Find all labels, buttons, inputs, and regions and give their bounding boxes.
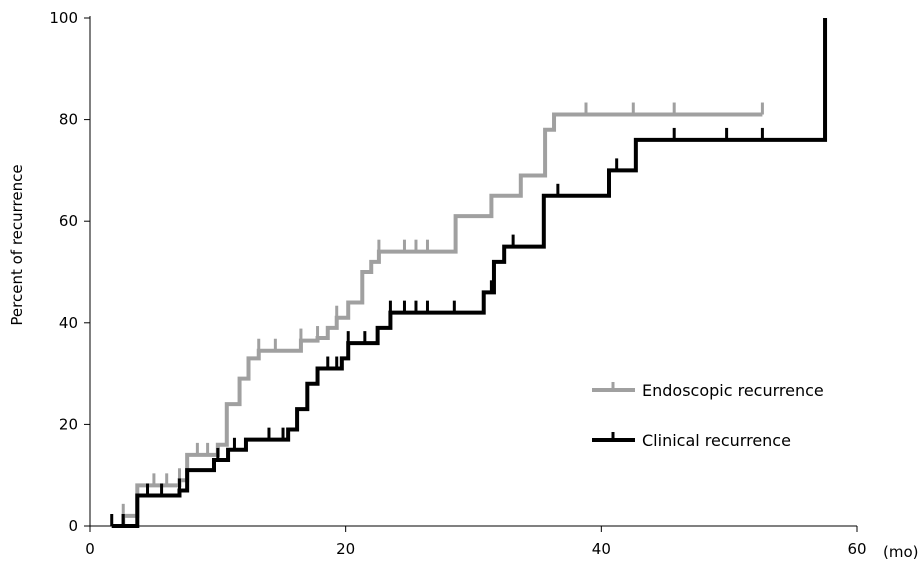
y-tick-label: 100 — [49, 9, 78, 27]
y-tick-label: 80 — [59, 111, 78, 129]
series-line — [111, 18, 828, 528]
x-tick-label: 60 — [847, 540, 866, 558]
legend-label: Endoscopic recurrence — [642, 381, 824, 400]
x-tick-label: 20 — [336, 540, 355, 558]
series-layer — [110, 18, 828, 528]
axes: 0 20 40 60 80 100 0 20 40 60 — [49, 9, 866, 558]
y-tick-label: 20 — [59, 415, 78, 433]
y-tick-label: 0 — [68, 517, 78, 535]
y-axis-title: Percent of recurrence — [8, 164, 26, 325]
y-tick-label: 60 — [59, 212, 78, 230]
legend-label: Clinical recurrence — [642, 431, 791, 450]
series-line — [111, 112, 763, 528]
x-tick-label: 40 — [592, 540, 611, 558]
x-axis-unit-label: (mo) — [883, 543, 919, 561]
legend-item-2: Clinical recurrence — [592, 431, 791, 450]
series-2 — [110, 18, 828, 528]
y-tick-label: 40 — [59, 314, 78, 332]
legend-item-1: Endoscopic recurrence — [592, 381, 824, 400]
series-1 — [111, 102, 764, 528]
x-tick-label: 0 — [85, 540, 95, 558]
legend: Endoscopic recurrence Clinical recurrence — [592, 381, 824, 450]
